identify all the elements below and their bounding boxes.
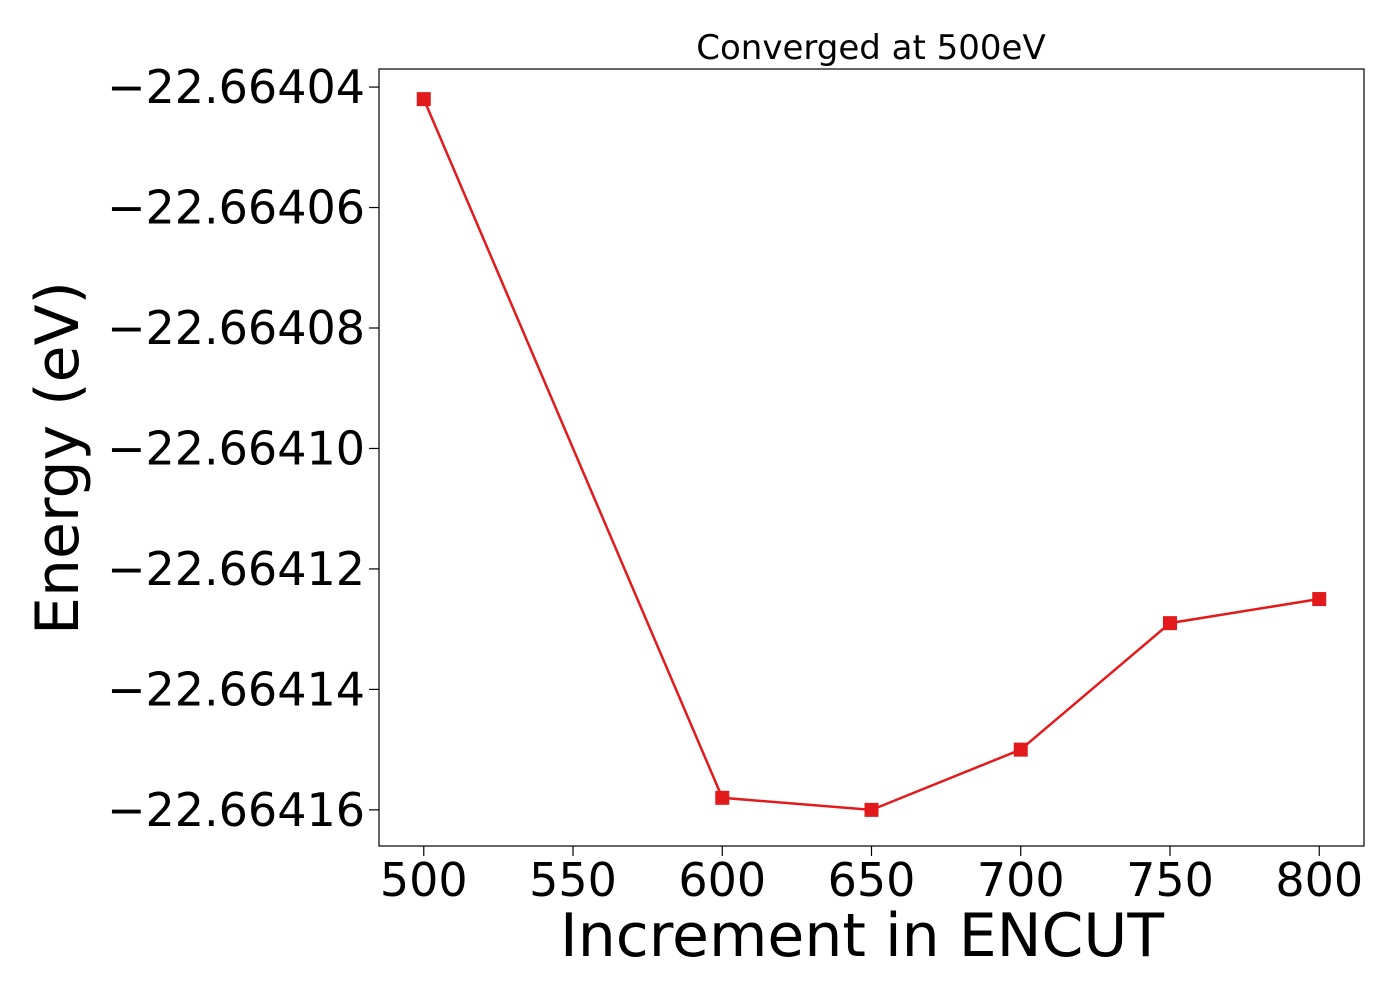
x-tick-label: 700 xyxy=(977,853,1065,907)
x-tick-label: 800 xyxy=(1275,853,1363,907)
data-point xyxy=(715,790,730,805)
chart-title: Converged at 500eV xyxy=(696,28,1045,68)
series-line xyxy=(422,98,1320,812)
y-axis-ticks: −22.66404 −22.66406 −22.66408 −22.66410 −22.… xyxy=(107,60,379,837)
y-tick-label: −22.66408 xyxy=(107,301,365,355)
y-tick-label: −22.66412 xyxy=(107,542,365,596)
y-tick-label: −22.66414 xyxy=(107,662,365,716)
x-axis-label: Increment in ENCUT xyxy=(560,901,1164,971)
x-tick-label: 500 xyxy=(380,853,468,907)
x-tick-label: 600 xyxy=(678,853,766,907)
x-tick-label: 550 xyxy=(529,853,617,907)
data-point xyxy=(1162,616,1177,631)
series-layer xyxy=(416,92,1327,817)
y-tick-label: −22.66406 xyxy=(107,181,365,235)
y-axis-label: Energy (eV) xyxy=(23,281,93,635)
y-tick-label: −22.66416 xyxy=(107,783,365,837)
data-point xyxy=(416,92,431,107)
x-tick-label: 750 xyxy=(1126,853,1214,907)
data-point xyxy=(864,802,879,817)
plot-frame xyxy=(378,68,1365,847)
y-tick-label: −22.66404 xyxy=(107,60,365,114)
data-point xyxy=(1013,742,1028,757)
data-point xyxy=(1312,592,1327,607)
x-axis-ticks: 500 550 600 650 700 750 800 xyxy=(380,846,1363,907)
x-tick-label: 650 xyxy=(828,853,916,907)
y-tick-label: −22.66410 xyxy=(107,421,365,475)
